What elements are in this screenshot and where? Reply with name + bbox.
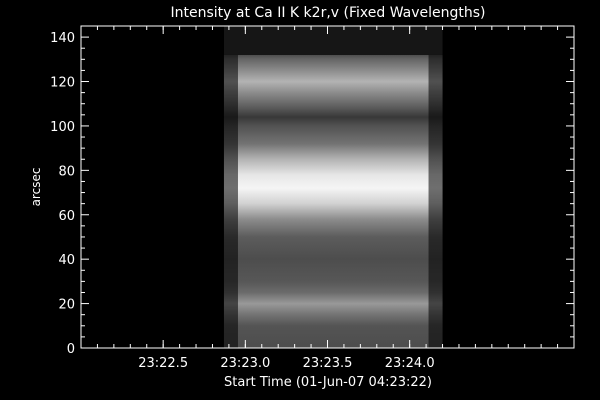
y-axis: 0 20 40 60 80 100 120 140 bbox=[50, 31, 574, 357]
y-tick-label: 0 bbox=[67, 342, 75, 357]
y-tick-label: 60 bbox=[58, 209, 75, 224]
edge-column-left bbox=[223, 54, 238, 348]
x-axis-label: Start Time (01-Jun-07 04:23:22) bbox=[224, 375, 432, 390]
x-axis: 23:22.5 23:23.0 23:23.5 23:24.0 bbox=[96, 26, 559, 371]
edge-column-right bbox=[428, 54, 443, 348]
x-tick-label: 23:24.0 bbox=[385, 356, 435, 371]
x-tick-label: 23:23.0 bbox=[220, 356, 270, 371]
chart-title: Intensity at Ca II K k2r,v (Fixed Wavele… bbox=[171, 5, 486, 21]
y-tick-label: 40 bbox=[58, 253, 75, 268]
y-tick-label: 140 bbox=[50, 31, 75, 46]
y-tick-label: 80 bbox=[58, 164, 75, 179]
intensity-band bbox=[223, 54, 443, 348]
heatmap-area bbox=[223, 26, 443, 348]
x-tick-label: 23:23.5 bbox=[303, 356, 353, 371]
x-tick-label: 23:22.5 bbox=[138, 356, 188, 371]
top-band bbox=[223, 26, 443, 55]
y-tick-label: 20 bbox=[58, 298, 75, 313]
y-tick-label: 100 bbox=[50, 120, 75, 135]
y-tick-label: 120 bbox=[50, 76, 75, 91]
y-axis-label: arcsec bbox=[29, 168, 43, 207]
